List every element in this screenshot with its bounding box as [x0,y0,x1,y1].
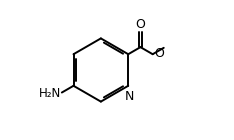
Text: H₂N: H₂N [39,87,61,100]
Text: N: N [125,90,134,103]
Text: O: O [135,18,145,31]
Text: O: O [154,47,164,60]
